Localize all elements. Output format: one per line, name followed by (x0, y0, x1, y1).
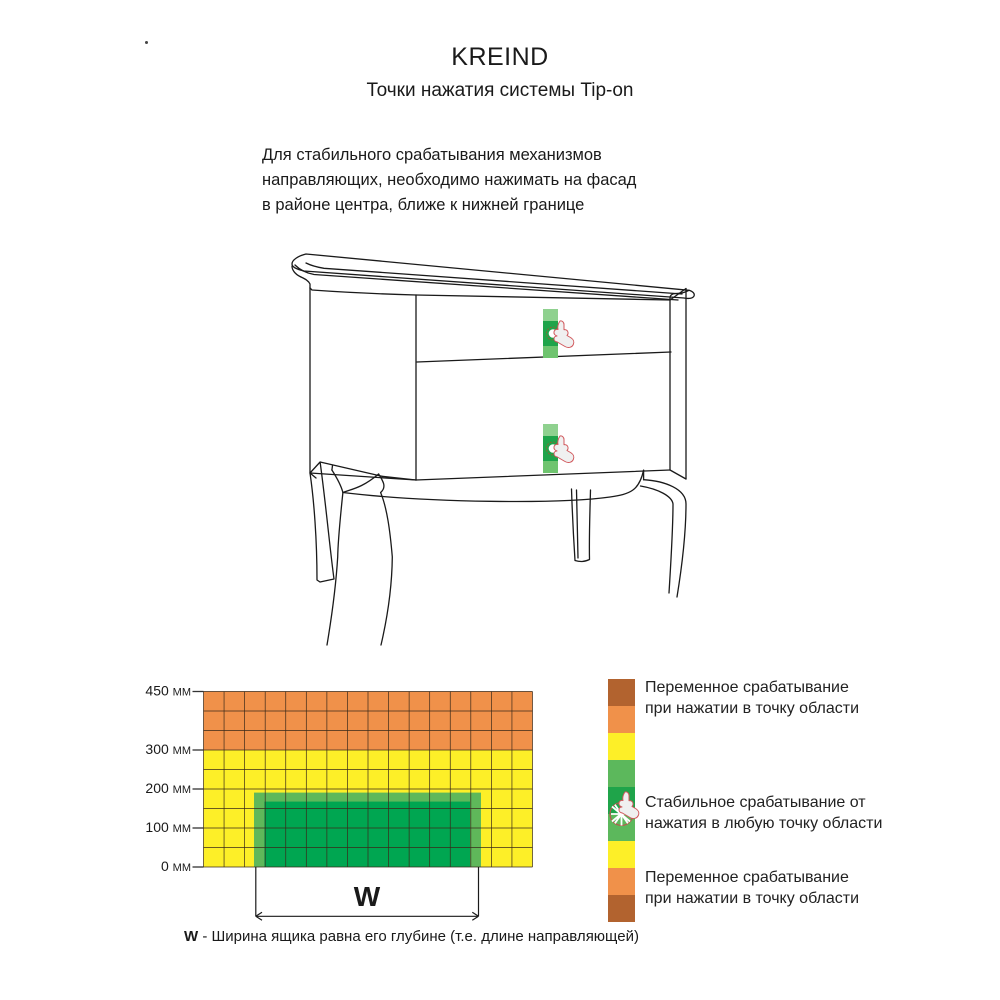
svg-text:100 MM: 100 MM (145, 819, 191, 835)
svg-text:при нажатии в точку области: при нажатии в точку области (645, 890, 859, 907)
svg-text:200 MM: 200 MM (145, 780, 191, 796)
svg-text:300 MM: 300 MM (145, 741, 191, 757)
svg-text:Стабильное срабатывание от: Стабильное срабатывание от (645, 794, 866, 811)
svg-text:450 MM: 450 MM (145, 683, 191, 699)
svg-text:Переменное срабатывание: Переменное срабатывание (645, 679, 849, 696)
svg-text:Переменное срабатывание: Переменное срабатывание (645, 869, 849, 886)
svg-text:0 MM: 0 MM (161, 858, 191, 874)
svg-text:нажатия в любую точку области: нажатия в любую точку области (645, 815, 882, 832)
svg-text:W: W (354, 881, 381, 912)
svg-text:W - Ширина ящика равна его глу: W - Ширина ящика равна его глубине (т.е.… (184, 928, 639, 945)
svg-text:при нажатии в точку области: при нажатии в точку области (645, 700, 859, 717)
